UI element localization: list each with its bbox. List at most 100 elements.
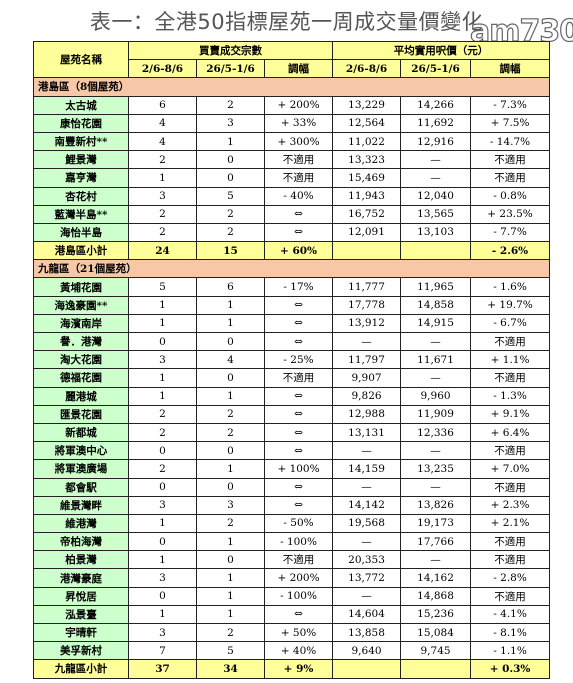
table-cell: — — [400, 550, 472, 570]
header-col: 26/5-1/6 — [400, 59, 472, 79]
table-cell: 2 — [196, 204, 265, 224]
table-cell: 11,777 — [332, 277, 402, 297]
table-cell: 1 — [196, 459, 265, 479]
table-cell: 3 — [128, 350, 197, 370]
table-cell: — — [332, 331, 402, 352]
table-cell: 9,826 — [332, 386, 402, 406]
table-cell: 17,766 — [400, 532, 472, 552]
header-col: 2/6-8/6 — [332, 59, 402, 79]
table-row: 海怡半島 2 2 ⇔ 12,091 13,103- 7.7% — [33, 222, 551, 243]
table-cell: 11,022 — [332, 131, 402, 152]
table-cell: 3 — [128, 186, 197, 206]
table-cell: 0 — [128, 331, 197, 352]
table-cell: 不適用 — [470, 477, 551, 497]
table-cell: + 19.7% — [470, 295, 551, 315]
table-cell: 11,671 — [400, 350, 472, 370]
table-cell: - 17% — [263, 277, 334, 297]
table-cell: ⇔ — [263, 477, 334, 497]
table-cell: 14,604 — [332, 604, 402, 625]
table-cell: 0 — [196, 550, 265, 570]
table-cell: 5 — [128, 277, 197, 297]
table-row: 麗港城 1 1 ⇔ 9,826 9,960- 1.3% — [33, 386, 551, 406]
table-cell: — — [400, 441, 472, 461]
subtotal-cell: + 0.3% — [470, 659, 551, 679]
table-cell: 4 — [196, 350, 265, 370]
table-row: 港灣豪庭 3 1 + 200% 13,772 14,162- 2.8% — [33, 568, 551, 588]
table-cell: 2 — [196, 404, 265, 424]
table-cell: 1 — [128, 313, 197, 334]
table-cell: - 100% — [263, 532, 334, 552]
table-cell: 14,858 — [400, 295, 472, 315]
table-cell: 1 — [128, 295, 197, 315]
table-cell: + 6.4% — [470, 422, 551, 443]
table-cell: 15,084 — [400, 622, 472, 643]
table-row: 維港灣 1 2- 50% 19,568 19,173 + 2.1% — [33, 513, 551, 534]
table-cell: - 8.1% — [470, 622, 551, 643]
table-cell: 2 — [196, 622, 265, 643]
table-cell: 2 — [196, 95, 265, 115]
table-cell: 11,965 — [400, 277, 472, 297]
table-cell: 不適用 — [470, 150, 551, 170]
table-cell: 13,235 — [400, 459, 472, 479]
table-cell: 2 — [128, 422, 197, 443]
table-cell: 13,103 — [400, 222, 472, 243]
table-cell: 0 — [128, 477, 197, 497]
estate-name: 藍灣半島** — [33, 204, 129, 224]
table-row: 都會駅 0 0 ⇔ — — 不適用 — [33, 477, 551, 497]
table-cell: 1 — [196, 313, 265, 334]
header-row-2: 2/6-8/6 26/5-1/6 調幅 2/6-8/6 26/5-1/6 調幅 — [34, 59, 551, 79]
table-cell: 14,142 — [332, 495, 402, 515]
table-cell: - 0.8% — [470, 186, 551, 206]
estate-name: 泓景臺 — [33, 604, 129, 625]
table-cell: 1 — [196, 386, 265, 406]
estate-name: 昇悅居 — [33, 586, 129, 606]
subtotal-cell: + 9% — [263, 659, 334, 679]
table-cell: + 7.0% — [470, 459, 551, 479]
table-cell: ⇔ — [263, 386, 334, 406]
table-row: 譽．港灣 0 0 ⇔ — — 不適用 — [33, 331, 551, 352]
region-row: 港島區（8個屋苑） — [32, 77, 551, 97]
table-cell: 16,752 — [332, 204, 402, 224]
subtotal-cell: 24 — [128, 241, 197, 261]
table-cell: 1 — [196, 568, 265, 588]
table-cell: 3 — [196, 495, 265, 515]
table-cell: - 2.8% — [470, 568, 551, 588]
table-cell: + 200% — [263, 95, 334, 115]
table-cell: 不適用 — [470, 441, 551, 461]
table-cell: 9,640 — [332, 641, 402, 661]
table-cell: 12,040 — [400, 186, 472, 206]
table-cell: 1 — [128, 368, 197, 388]
table-cell: 11,797 — [332, 350, 402, 370]
table-cell: 20,353 — [332, 550, 402, 570]
estate-name: 太古城 — [33, 95, 129, 115]
table-cell: — — [400, 168, 472, 188]
region-label: 九龍區（21個屋苑） — [32, 259, 551, 279]
subtotal-cell: 34 — [196, 659, 265, 679]
estate-name: 帝柏海灣 — [33, 532, 129, 552]
table-cell: + 40% — [263, 641, 334, 661]
table-cell: 不適用 — [470, 586, 551, 606]
table-cell: 1 — [196, 131, 265, 152]
table-cell: 1 — [196, 295, 265, 315]
estate-name: 海怡半島 — [33, 222, 129, 243]
header-col: 26/5-1/6 — [196, 59, 265, 79]
table-cell: 2 — [128, 222, 197, 243]
table-cell: 15,469 — [332, 168, 402, 188]
table-cell: 13,565 — [400, 204, 472, 224]
table-cell: ⇔ — [263, 404, 334, 424]
header-price: 平均實用呎價（元） — [332, 40, 551, 61]
table-cell: 不適用 — [470, 168, 551, 188]
estate-name: 嘉亨灣 — [33, 168, 129, 188]
table-cell: 不適用 — [470, 331, 551, 352]
estate-name: 海逸豪園** — [33, 295, 129, 315]
table-row: 黃埔花園 5 6- 17% 11,777 11,965- 1.6% — [33, 277, 551, 297]
table-row: 柏景灣 1 0 不適用 20,353— 不適用 — [33, 550, 551, 570]
table-cell: - 1.6% — [470, 277, 551, 297]
subtotal-label: 港島區小計 — [33, 241, 129, 261]
table-cell: - 1.1% — [470, 641, 551, 661]
table-cell: 14,868 — [400, 586, 472, 606]
table-cell: 14,159 — [332, 459, 402, 479]
region-label: 港島區（8個屋苑） — [32, 77, 551, 97]
table-cell: 1 — [128, 168, 197, 188]
table-cell: 1 — [196, 604, 265, 625]
